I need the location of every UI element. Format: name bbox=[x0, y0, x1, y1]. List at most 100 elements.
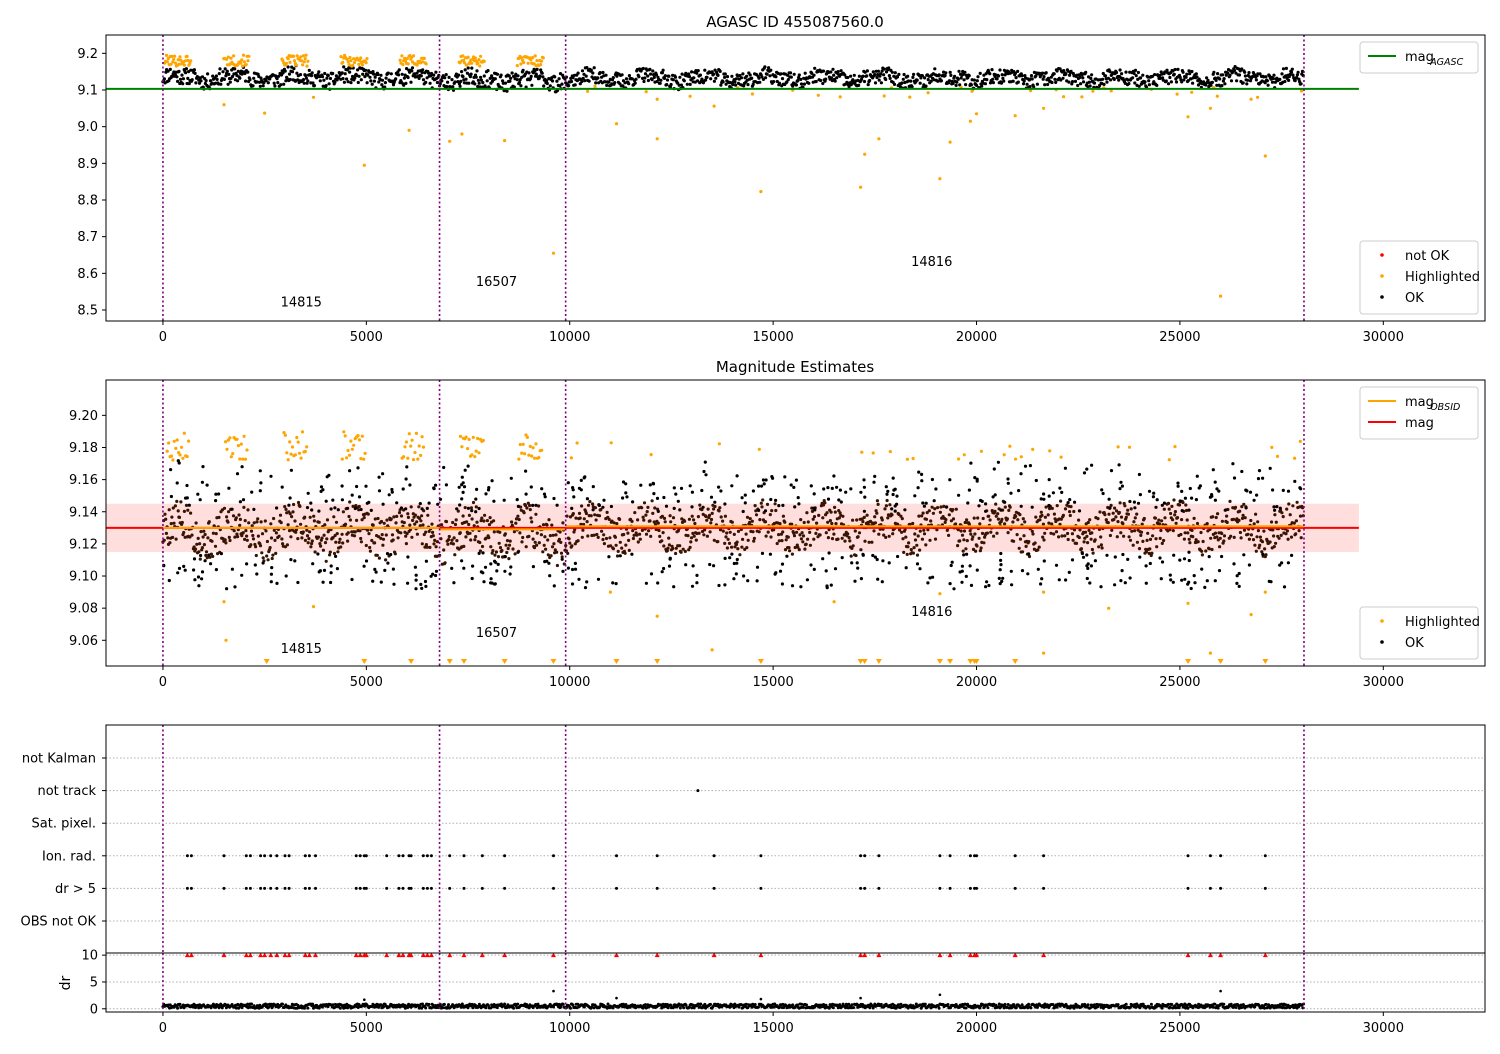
ok-point bbox=[588, 80, 591, 83]
ok-point bbox=[1189, 487, 1192, 490]
ok-point bbox=[560, 552, 563, 555]
highlighted-point bbox=[1014, 114, 1017, 117]
ok-point bbox=[323, 72, 326, 75]
highlighted-point bbox=[361, 63, 364, 66]
highlighted-point bbox=[348, 56, 351, 59]
ok-point bbox=[689, 484, 692, 487]
ok-point bbox=[574, 517, 577, 520]
ok-point bbox=[178, 567, 181, 570]
ok-point bbox=[766, 73, 769, 76]
ok-point bbox=[758, 530, 761, 533]
highlighted-point bbox=[483, 60, 486, 63]
ok-point bbox=[595, 518, 598, 521]
flag-point bbox=[288, 854, 291, 857]
ok-point bbox=[1272, 74, 1275, 77]
ok-point bbox=[189, 511, 192, 514]
ok-point bbox=[1236, 574, 1239, 577]
ok-point bbox=[1152, 495, 1155, 498]
ok-point bbox=[1027, 552, 1030, 555]
ok-point bbox=[1068, 498, 1071, 501]
ok-point bbox=[474, 498, 477, 501]
flag-point bbox=[1219, 887, 1222, 890]
ok-point bbox=[632, 537, 635, 540]
ok-point bbox=[980, 85, 983, 88]
ok-point bbox=[1187, 69, 1190, 72]
highlighted-point bbox=[181, 457, 184, 460]
highlighted-point bbox=[472, 436, 475, 439]
highlighted-point bbox=[422, 446, 425, 449]
flag-point bbox=[308, 854, 311, 857]
ok-point bbox=[1169, 512, 1172, 515]
ok-point bbox=[799, 518, 802, 521]
ok-point bbox=[434, 484, 437, 487]
ok-point bbox=[730, 75, 733, 78]
highlighted-point bbox=[287, 57, 290, 60]
ok-point bbox=[251, 524, 254, 527]
y-tick-label: 9.2 bbox=[77, 47, 98, 62]
ok-point bbox=[1269, 467, 1272, 470]
ok-point bbox=[900, 81, 903, 84]
ok-point bbox=[1140, 531, 1143, 534]
ok-point bbox=[1169, 578, 1172, 581]
ok-point bbox=[1160, 577, 1163, 580]
ok-point bbox=[835, 486, 838, 489]
ok-point bbox=[568, 542, 571, 545]
ok-point bbox=[525, 545, 528, 548]
ok-point bbox=[973, 476, 976, 479]
ok-point bbox=[524, 470, 527, 473]
ok-point bbox=[484, 492, 487, 495]
ok-point bbox=[921, 538, 924, 541]
ok-point bbox=[410, 505, 413, 508]
highlighted-point bbox=[353, 61, 356, 64]
highlighted-point bbox=[349, 59, 352, 62]
ok-point bbox=[518, 81, 521, 84]
ok-point bbox=[891, 532, 894, 535]
ok-point bbox=[479, 76, 482, 79]
ok-point bbox=[949, 74, 952, 77]
dr-point bbox=[306, 1007, 309, 1010]
ok-point bbox=[1173, 513, 1176, 516]
ok-point bbox=[904, 536, 907, 539]
ok-point bbox=[1215, 516, 1218, 519]
ok-point bbox=[1154, 537, 1157, 540]
ok-point bbox=[695, 581, 698, 584]
ok-point bbox=[309, 545, 312, 548]
highlighted-point bbox=[362, 458, 365, 461]
flag-point bbox=[314, 887, 317, 890]
ok-point bbox=[705, 519, 708, 522]
ok-point bbox=[289, 496, 292, 499]
ok-point bbox=[1147, 79, 1150, 82]
ok-point bbox=[311, 539, 314, 542]
ok-point bbox=[318, 521, 321, 524]
ok-point bbox=[939, 511, 942, 514]
ok-point bbox=[987, 515, 990, 518]
ok-point bbox=[803, 83, 806, 86]
ok-point bbox=[591, 71, 594, 74]
ok-point bbox=[1119, 68, 1122, 71]
highlighted-point bbox=[405, 440, 408, 443]
ok-point bbox=[697, 515, 700, 518]
ok-point bbox=[385, 519, 388, 522]
ok-point bbox=[627, 82, 630, 85]
ok-point bbox=[420, 587, 423, 590]
highlighted-point bbox=[291, 445, 294, 448]
ok-point bbox=[627, 539, 630, 542]
ok-point bbox=[380, 581, 383, 584]
ok-point bbox=[202, 535, 205, 538]
ok-point bbox=[489, 545, 492, 548]
ok-point bbox=[199, 530, 202, 533]
ok-point bbox=[470, 73, 473, 76]
ok-point bbox=[1047, 504, 1050, 507]
ok-point bbox=[1300, 82, 1303, 85]
ok-point bbox=[723, 583, 726, 586]
ok-point bbox=[829, 519, 832, 522]
flag-point bbox=[503, 887, 506, 890]
ok-point bbox=[1064, 578, 1067, 581]
ok-point bbox=[868, 79, 871, 82]
ok-point bbox=[652, 482, 655, 485]
ok-point bbox=[495, 550, 498, 553]
ok-point bbox=[392, 583, 395, 586]
ok-point bbox=[673, 507, 676, 510]
ok-point bbox=[659, 79, 662, 82]
ok-point bbox=[723, 502, 726, 505]
